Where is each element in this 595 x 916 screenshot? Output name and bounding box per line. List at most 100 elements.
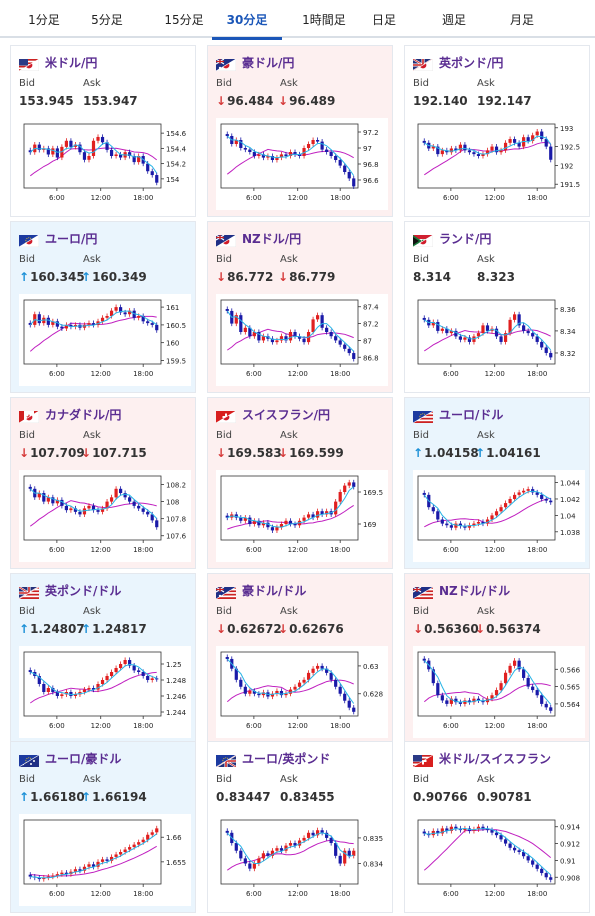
currency-pair-link[interactable]: 英ポンド/円 bbox=[439, 56, 504, 70]
price-chart[interactable]: 108.2 108 107.8 107.6 6:00 12:00 18:00 bbox=[19, 470, 191, 562]
candle-body bbox=[540, 868, 544, 874]
currency-pair-link[interactable]: 英ポンド/ドル bbox=[45, 584, 122, 598]
x-tick-label: 12:00 bbox=[91, 890, 111, 898]
tab-7[interactable]: 月足 bbox=[509, 13, 534, 27]
candle-body bbox=[96, 684, 100, 690]
rate-card[interactable]: NZドル/円 Bid Ask ↓86.772 ↓86.779 87.4 87.2 87 86.8… bbox=[207, 221, 393, 393]
rate-card[interactable]: 米ドル/円 Bid Ask 153.945 153.947 154.6 154.4 154.2… bbox=[10, 45, 196, 217]
price-chart[interactable]: 161 160.5 160 159.5 6:00 12:00 18:00 bbox=[19, 294, 191, 386]
rate-card[interactable]: ユーロ/豪ドル Bid Ask ↑1.66180 ↑1.66194 1.66 1.655 6:… bbox=[10, 741, 196, 913]
candle-body bbox=[46, 688, 50, 692]
arrow-up-icon: ↑ bbox=[81, 790, 92, 804]
ask-price: ↓169.599 bbox=[278, 446, 344, 460]
currency-pair-link[interactable]: 豪ドル/ドル bbox=[242, 584, 307, 598]
price-chart[interactable]: 154.6 154.4 154.2 154 6:00 12:00 18:00 bbox=[19, 118, 191, 210]
price-chart[interactable]: 1.044 1.042 1.04 1.038 6:00 12:00 18:00 bbox=[413, 470, 585, 562]
price-chart[interactable]: 193 192.5 192 191.5 6:00 12:00 18:00 bbox=[413, 118, 585, 210]
candle-body bbox=[51, 321, 55, 325]
candle-body bbox=[82, 508, 87, 515]
candle-body bbox=[535, 492, 539, 495]
us-ch-flag-icon bbox=[413, 755, 433, 767]
price-chart[interactable]: 8.36 8.34 8.32 6:00 12:00 18:00 bbox=[413, 294, 585, 386]
candle-body bbox=[239, 140, 243, 148]
candle-body bbox=[513, 660, 517, 666]
price-chart[interactable]: 0.566 0.565 0.564 6:00 12:00 18:00 bbox=[413, 646, 585, 738]
ask-price-value: 1.04161 bbox=[486, 446, 541, 460]
candle-body bbox=[239, 315, 243, 332]
rate-card[interactable]: ランド/円 Bid Ask 8.314 8.323 8.36 8.34 8.32 6:00 12:… bbox=[404, 221, 590, 393]
candle-body bbox=[123, 493, 127, 498]
candle-body bbox=[481, 521, 485, 524]
tab-1[interactable]: 5分足 bbox=[91, 13, 123, 27]
y-tick-label: 191.5 bbox=[560, 181, 580, 189]
price-chart[interactable]: 169.5 169 6:00 12:00 18:00 bbox=[216, 470, 388, 562]
rate-card[interactable]: 英ポンド/円 Bid Ask 192.140 192.147 193 192.5 192 191… bbox=[404, 45, 590, 217]
price-chart[interactable]: 87.4 87.2 87 86.8 6:00 12:00 18:00 bbox=[216, 294, 388, 386]
candle-body bbox=[37, 144, 41, 150]
tab-6[interactable]: 週足 bbox=[441, 13, 466, 27]
currency-pair-link[interactable]: NZドル/円 bbox=[242, 232, 302, 246]
candle-body bbox=[270, 338, 275, 343]
price-chart[interactable]: 1.25 1.248 1.246 1.244 6:00 12:00 18:00 bbox=[19, 646, 191, 738]
currency-pair-link[interactable]: ランド/円 bbox=[439, 232, 492, 246]
rate-card[interactable]: 英ポンド/ドル Bid Ask ↑1.24807 ↑1.24817 1.25 1.248 1.… bbox=[10, 573, 196, 745]
ask-label: Ask bbox=[83, 78, 101, 89]
price-chart[interactable]: 97.2 97 96.8 96.6 6:00 12:00 18:00 bbox=[216, 118, 388, 210]
rate-card[interactable]: スイスフラン/円 Bid Ask ↓169.583 ↓169.599 169.5 169 6:… bbox=[207, 397, 393, 569]
currency-pair-link[interactable]: 米ドル/円 bbox=[45, 56, 98, 70]
tab-4[interactable]: 1時間足 bbox=[302, 13, 346, 27]
price-chart-svg: 1.25 1.248 1.246 1.244 6:00 12:00 18:00 bbox=[23, 651, 187, 730]
currency-pair-link[interactable]: ユーロ/英ポンド bbox=[242, 752, 331, 766]
currency-pair-link[interactable]: ユーロ/ドル bbox=[439, 408, 504, 422]
ask-price-value: 169.599 bbox=[289, 446, 344, 460]
tab-3[interactable]: 30分足 bbox=[212, 0, 282, 40]
ask-price-value: 1.24817 bbox=[92, 622, 147, 636]
arrow-down-icon: ↓ bbox=[278, 446, 289, 460]
candle-body bbox=[454, 698, 458, 703]
candle-body bbox=[137, 842, 141, 845]
rate-card[interactable]: ユーロ/ドル Bid Ask ↑1.04158 ↑1.04161 1.044 1.042 1.… bbox=[404, 397, 590, 569]
price-chart[interactable]: 0.63 0.628 6:00 12:00 18:00 bbox=[216, 646, 388, 738]
candle-body bbox=[248, 863, 252, 869]
candle-body bbox=[109, 310, 114, 316]
candle-body bbox=[109, 497, 114, 502]
rate-card[interactable]: NZドル/ドル Bid Ask ↓0.56360 ↓0.56374 0.566 0.565 0… bbox=[404, 573, 590, 745]
currency-pair-link[interactable]: カナダドル/円 bbox=[45, 408, 122, 422]
currency-pair-link[interactable]: 豪ドル/円 bbox=[242, 56, 295, 70]
candle-body bbox=[352, 707, 356, 712]
price-chart[interactable]: 0.914 0.912 0.91 0.908 6:00 12:00 18:00 bbox=[413, 814, 585, 906]
tab-2[interactable]: 15分足 bbox=[164, 13, 204, 27]
rate-card[interactable]: 豪ドル/円 Bid Ask ↓96.484 ↓96.489 97.2 97 96.8 96.6 6… bbox=[207, 45, 393, 217]
ask-price: ↑160.349 bbox=[81, 270, 147, 284]
candle-body bbox=[55, 499, 59, 504]
candle-body bbox=[544, 703, 548, 708]
candle-body bbox=[297, 336, 302, 339]
candle-body bbox=[458, 702, 462, 704]
candle-body bbox=[60, 499, 64, 506]
rate-card[interactable]: 豪ドル/ドル Bid Ask ↓0.62672 ↓0.62676 0.63 0.628 6:0… bbox=[207, 573, 393, 745]
x-tick-label: 6:00 bbox=[246, 722, 262, 730]
tab-0[interactable]: 1分足 bbox=[28, 13, 60, 27]
rate-card[interactable]: カナダドル/円 Bid Ask ↓107.709 ↓107.715 108.2 108 107… bbox=[10, 397, 196, 569]
tab-5[interactable]: 日足 bbox=[371, 13, 396, 27]
rate-card[interactable]: 米ドル/スイスフラン Bid Ask 0.90766 0.90781 0.914 0.912… bbox=[404, 741, 590, 913]
bid-price: ↓107.709 bbox=[19, 446, 85, 460]
rate-card[interactable]: ユーロ/円 Bid Ask ↑160.345 ↑160.349 161 160.5 160 15… bbox=[10, 221, 196, 393]
currency-pair-link[interactable]: ユーロ/豪ドル bbox=[45, 752, 122, 766]
currency-pair-link[interactable]: NZドル/ドル bbox=[439, 584, 511, 598]
x-tick-label: 12:00 bbox=[91, 194, 111, 202]
price-chart[interactable]: 0.835 0.834 6:00 12:00 18:00 bbox=[216, 814, 388, 906]
y-tick-label: 1.246 bbox=[166, 693, 187, 701]
candle-body bbox=[476, 333, 481, 337]
candle-body bbox=[91, 505, 96, 511]
candle-body bbox=[329, 837, 333, 844]
currency-pair-link[interactable]: 米ドル/スイスフラン bbox=[439, 752, 552, 766]
rate-card[interactable]: ユーロ/英ポンド Bid Ask 0.83447 0.83455 0.835 0.834 6:… bbox=[207, 741, 393, 913]
x-tick-label: 18:00 bbox=[330, 370, 350, 378]
price-chart[interactable]: 1.66 1.655 6:00 12:00 18:00 bbox=[19, 814, 191, 906]
y-tick-label: 0.564 bbox=[560, 701, 581, 709]
candle-body bbox=[549, 877, 553, 880]
currency-pair-link[interactable]: スイスフラン/円 bbox=[242, 408, 331, 422]
currency-pair-link[interactable]: ユーロ/円 bbox=[45, 232, 98, 246]
y-tick-label: 169.5 bbox=[363, 489, 383, 497]
